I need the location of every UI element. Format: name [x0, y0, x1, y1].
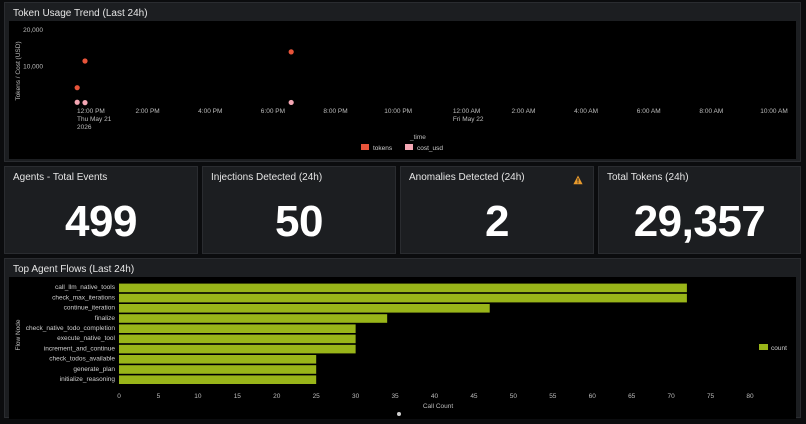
cost_usd-point — [82, 100, 88, 106]
x-axis-label: Call Count — [423, 403, 454, 410]
category-label: generate_plan — [73, 366, 115, 373]
panel-title: Agents - Total Events — [13, 172, 108, 183]
cost_usd-point — [74, 99, 80, 105]
x-tick-label: 30 — [352, 393, 360, 400]
flow-bar — [119, 324, 356, 333]
flow-bar — [119, 375, 317, 384]
x-tick-label: 40 — [431, 393, 439, 400]
category-label: check_native_todo_completion — [26, 325, 116, 332]
x-tick-label: 6:00 AM — [637, 108, 661, 115]
anomalies-value: 2 — [485, 197, 509, 246]
flow-bar — [119, 355, 317, 364]
x-tick-label: 8:00 AM — [699, 108, 723, 115]
category-label: execute_native_tool — [57, 335, 115, 342]
x-tick-label: 6:00 PM — [261, 108, 285, 115]
legend-label: tokens — [373, 145, 393, 152]
flow-bar — [119, 344, 356, 354]
scroll-indicator[interactable] — [397, 412, 401, 416]
x-tick-label: 15 — [234, 393, 242, 400]
x-tick-label: 80 — [746, 393, 754, 400]
x-tick-label: 10:00 AM — [760, 108, 787, 115]
y-tick-label: 20,000 — [23, 27, 43, 34]
category-label: finalize — [95, 315, 116, 322]
panel-title: Total Tokens (24h) — [607, 172, 689, 183]
x-tick-label: 65 — [628, 393, 636, 400]
legend-title: _time — [409, 134, 426, 141]
x-tick-label: 60 — [589, 393, 597, 400]
x-tick-label: 4:00 AM — [574, 108, 598, 115]
x-tick-label: 75 — [707, 393, 715, 400]
x-tick-label: 12:00 PM — [77, 108, 105, 115]
x-tick-label: 8:00 PM — [323, 108, 347, 115]
total-tokens-panel: Total Tokens (24h) 29,357 — [598, 166, 801, 254]
y-tick-label: 10,000 — [23, 64, 43, 71]
token-trend-panel: Token Usage Trend (Last 24h) Tokens / Co… — [4, 2, 801, 162]
category-label: continue_iteration — [64, 305, 116, 312]
legend-swatch — [759, 344, 768, 350]
x-tick-label: 25 — [313, 393, 321, 400]
flow-bar — [119, 334, 356, 344]
token-trend-plot-area: Tokens / Cost (USD) 20,000 10,000 12:00 PM T… — [9, 21, 796, 159]
top-flows-panel: Top Agent Flows (Last 24h) Flow Node call… — [4, 258, 801, 419]
injections-value: 50 — [275, 197, 323, 246]
flow-bar — [119, 293, 687, 303]
x-tick-label: 2:00 AM — [512, 108, 536, 115]
x-tick-label: 5 — [157, 393, 161, 400]
token-trend-chart: Tokens / Cost (USD)20,000 10,000 12:00 PMT… — [15, 27, 788, 152]
category-label: check_max_iterations — [52, 294, 116, 301]
tokens-point — [82, 58, 88, 64]
flow-bar — [119, 314, 388, 323]
flow-bar — [119, 365, 317, 374]
flow-bar — [119, 304, 490, 313]
legend-label: count — [771, 345, 787, 352]
x-tick-label: Fri May 22 — [453, 116, 484, 123]
top-flows-chart: Flow Node call_llm_native_tools check_max_… — [15, 283, 787, 410]
x-tick-label: 50 — [510, 393, 518, 400]
legend-swatch — [361, 144, 369, 150]
warning-icon[interactable] — [573, 175, 583, 185]
category-label: increment_and_continue — [44, 345, 116, 352]
x-tick-label: 12:00 AM — [453, 108, 480, 115]
total-events-value: 499 — [65, 197, 137, 246]
total-tokens-value: 29,357 — [633, 197, 766, 246]
x-tick-label: 10:00 PM — [384, 108, 412, 115]
total-events-panel: Agents - Total Events 499 — [4, 166, 198, 254]
flow-bar — [119, 283, 687, 293]
x-tick-label: Thu May 21 — [77, 116, 112, 123]
panel-title: Top Agent Flows (Last 24h) — [13, 264, 135, 275]
x-tick-label: 55 — [549, 393, 557, 400]
x-tick-label: 35 — [391, 393, 399, 400]
x-tick-label: 70 — [668, 393, 676, 400]
x-tick-label: 10 — [194, 393, 202, 400]
x-tick-label: 20 — [273, 393, 281, 400]
x-tick-label: 45 — [470, 393, 478, 400]
anomalies-panel: Anomalies Detected (24h) 2 — [400, 166, 594, 254]
category-label: initialize_reasoning — [60, 376, 116, 383]
tokens-point — [74, 85, 80, 91]
legend-label: cost_usd — [417, 145, 443, 152]
cost_usd-point — [288, 99, 294, 106]
x-tick-label: 0 — [117, 393, 121, 400]
legend-swatch — [405, 144, 413, 150]
panel-title: Anomalies Detected (24h) — [409, 172, 525, 183]
x-tick-label: 2:00 PM — [136, 108, 160, 115]
y-axis-label: Flow Node — [15, 319, 22, 350]
x-tick-label: 2026 — [77, 124, 92, 131]
category-label: check_todos_available — [49, 356, 115, 363]
x-tick-label: 4:00 PM — [198, 108, 222, 115]
panel-title: Token Usage Trend (Last 24h) — [13, 8, 148, 19]
tokens-point — [288, 49, 294, 55]
injections-panel: Injections Detected (24h) 50 — [202, 166, 396, 254]
y-axis-label: Tokens / Cost (USD) — [15, 41, 22, 100]
panel-title: Injections Detected (24h) — [211, 172, 323, 183]
category-label: call_llm_native_tools — [55, 284, 116, 291]
top-flows-plot-area: Flow Node call_llm_native_tools check_max_… — [9, 277, 796, 419]
